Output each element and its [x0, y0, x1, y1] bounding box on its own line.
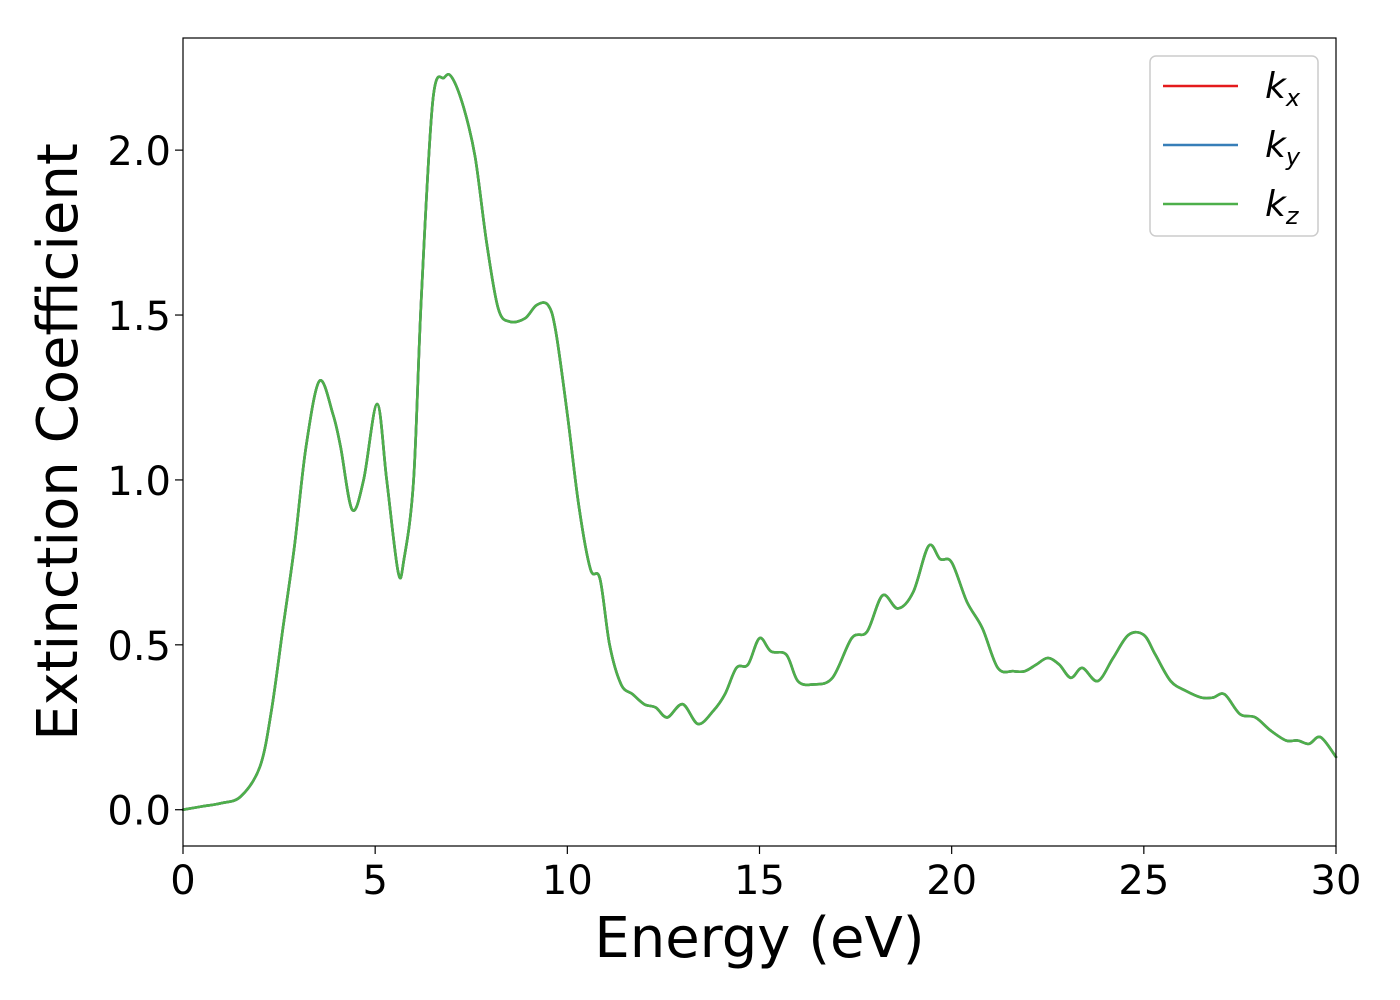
x-tick-label: 5 — [362, 858, 387, 904]
legend-symbol: k — [1265, 125, 1288, 166]
legend-label-kx: kx — [1265, 66, 1301, 112]
x-tick-label: 10 — [542, 858, 593, 904]
y-tick-label: 1.0 — [107, 459, 171, 505]
x-tick-label: 15 — [734, 858, 785, 904]
series-layer — [181, 72, 1338, 811]
y-tick-label: 2.0 — [107, 129, 171, 175]
legend-label-kz: kz — [1265, 184, 1300, 230]
legend-symbol: k — [1265, 184, 1288, 225]
legend-symbol: k — [1265, 66, 1288, 107]
legend-subscript: z — [1285, 202, 1300, 230]
y-tick-label: 1.5 — [107, 294, 171, 340]
y-tick-label: 0.5 — [107, 624, 171, 670]
legend-subscript: x — [1285, 84, 1301, 112]
x-tick-label: 25 — [1118, 858, 1169, 904]
y-axis-ticks: 0.0 0.5 1.0 1.5 2.0 — [107, 129, 183, 835]
x-tick-label: 0 — [170, 858, 195, 904]
plot-background — [183, 38, 1336, 846]
legend-subscript: y — [1285, 143, 1301, 171]
series-line-kz — [181, 72, 1338, 811]
x-axis-ticks: 0 5 10 15 20 25 30 — [170, 846, 1361, 904]
legend-label-ky: ky — [1265, 125, 1301, 171]
y-tick-label: 0.0 — [107, 789, 171, 835]
x-tick-label: 20 — [926, 858, 977, 904]
y-axis-title: Extinction Coefficient — [26, 143, 91, 741]
x-tick-label: 30 — [1311, 858, 1362, 904]
x-axis-title: Energy (eV) — [594, 906, 924, 971]
